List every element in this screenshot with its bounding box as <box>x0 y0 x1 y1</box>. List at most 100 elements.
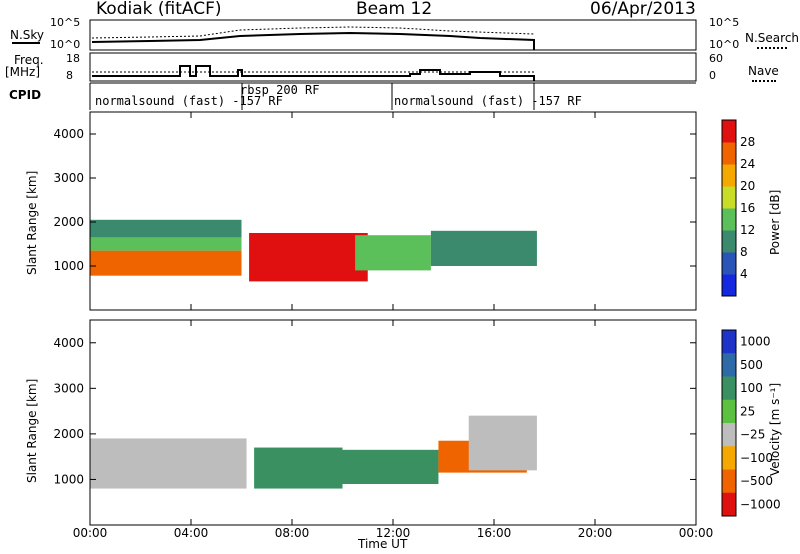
nave-tick-bottom: 0 <box>709 69 716 82</box>
nsearch-legend-line <box>757 47 787 49</box>
nave-tick-top: 60 <box>709 52 723 65</box>
velocity-colorbar-swatch-6 <box>722 469 736 494</box>
velocity-ytick-label-3: 4000 <box>53 336 84 350</box>
nsearch-label: N.Search <box>745 31 800 45</box>
time-axis: 00:00 04:00 08:00 12:00 16:00 20:00 00:00 <box>73 526 714 540</box>
velocity-colorbar-swatch-4 <box>722 423 736 447</box>
xtick-label-4: 16:00 <box>477 526 512 540</box>
xtick-label-6: 00:00 <box>679 526 714 540</box>
station-title: Kodiak (fitACF) <box>96 0 222 19</box>
velocity-colorbar-swatch-7 <box>722 492 736 517</box>
velocity-colorbar-tick-5: −100 <box>740 451 773 465</box>
power-colorbar-frame <box>721 119 737 297</box>
date-title: 06/Apr/2013 <box>590 0 696 19</box>
nsearch-tick-top: 10^5 <box>709 16 740 29</box>
nsky-tick-top: 10^5 <box>50 16 81 29</box>
velocity-ytick-label-2: 3000 <box>53 381 84 395</box>
power-colorbar-swatch-0 <box>722 274 736 297</box>
nsky-legend-line <box>12 42 40 44</box>
velocity-ytick-label-0: 1000 <box>53 472 84 486</box>
xtick-label-2: 08:00 <box>275 526 310 540</box>
power-colorbar-swatch-2 <box>722 230 736 253</box>
power-ytick-label-1: 2000 <box>53 215 84 229</box>
power-region-3 <box>249 233 368 282</box>
cpid-segment-1: normalsound (fast) -157 RF <box>95 94 283 108</box>
xtick-label-3: 12:00 <box>376 526 411 540</box>
power-region-5 <box>430 230 537 266</box>
power-colorbar-tick-1: 8 <box>740 245 748 259</box>
velocity-colorbar-tick-2: 100 <box>740 381 763 395</box>
nsky-label: N.Sky <box>10 28 45 42</box>
freq-trace <box>92 65 535 81</box>
power-colorbar-swatch-3 <box>722 208 736 231</box>
power-colorbar-tick-0: 4 <box>740 267 748 281</box>
nsky-panel-frame <box>89 19 697 51</box>
power-ytick-label-3: 4000 <box>53 127 84 141</box>
cpid-segment-2: rbsp 200 RF <box>240 83 320 97</box>
power-colorbar-swatch-1 <box>722 252 736 275</box>
power-frame <box>89 111 697 311</box>
velocity-colorbar-tick-6: −500 <box>740 474 773 488</box>
velocity-ytick-label-1: 2000 <box>53 427 84 441</box>
freq-panel-frame <box>89 52 697 82</box>
velocity-region-4 <box>468 415 537 471</box>
cpid-label: CPID <box>9 88 42 102</box>
nsearch-trace <box>91 26 535 39</box>
nsky-trace <box>91 31 535 50</box>
velocity-region-1 <box>254 447 343 489</box>
power-colorbar-label: Power [dB] <box>768 189 782 255</box>
power-colorbar-swatch-7 <box>722 120 736 143</box>
power-colorbar-tick-6: 28 <box>740 135 755 149</box>
power-ytick-label-0: 1000 <box>53 259 84 273</box>
colorbars: 4 8 12 16 20 24 28 1000 500 100 25 −25 −100 −500 −1000 <box>721 119 781 517</box>
freq-label-1: Freq. <box>14 53 44 67</box>
power-region-4 <box>355 235 431 271</box>
xtick-label-1: 04:00 <box>174 526 209 540</box>
velocity-region-2 <box>342 449 439 484</box>
power-region-1 <box>90 237 242 251</box>
velocity-colorbar-tick-0: 1000 <box>740 335 771 349</box>
power-colorbar-tick-3: 16 <box>740 201 755 215</box>
nave-label: Nave <box>748 64 779 78</box>
xtick-label-5: 20:00 <box>578 526 613 540</box>
velocity-frame <box>89 319 697 526</box>
xlabel: Time UT <box>358 537 408 551</box>
velocity-colorbar-tick-1: 500 <box>740 358 763 372</box>
velocity-colorbar-swatch-2 <box>722 376 736 401</box>
freq-label-2: [MHz] <box>5 65 41 79</box>
velocity-colorbar-swatch-3 <box>722 399 736 424</box>
power-ylabel: Slant Range [km] <box>25 170 39 275</box>
power-colorbar-tick-2: 12 <box>740 223 755 237</box>
power-region-2 <box>90 219 242 238</box>
xtick-label-0: 00:00 <box>73 526 108 540</box>
power-colorbar-swatch-5 <box>722 164 736 187</box>
velocity-colorbar-tick-4: −25 <box>740 428 765 442</box>
beam-title: Beam 12 <box>356 0 433 19</box>
power-colorbar-tick-4: 20 <box>740 179 755 193</box>
power-colorbar-swatch-6 <box>722 142 736 165</box>
nsearch-tick-bottom: 10^0 <box>709 38 740 51</box>
velocity-colorbar-tick-3: 25 <box>740 404 755 418</box>
nave-legend-line <box>752 80 776 82</box>
power-colorbar-tick-5: 24 <box>740 157 755 171</box>
velocity-colorbar-swatch-0 <box>722 330 736 354</box>
velocity-colorbar-swatch-1 <box>722 353 736 377</box>
freq-tick-top: 18 <box>66 52 80 65</box>
velocity-colorbar-frame <box>721 329 737 517</box>
velocity-colorbar-tick-7: −1000 <box>740 497 781 511</box>
power-colorbar-swatch-4 <box>722 186 736 209</box>
power-ytick-label-2: 3000 <box>53 171 84 185</box>
cpid-segment-3: normalsound (fast) -157 RF <box>394 94 582 108</box>
aux-panels <box>89 19 697 110</box>
freq-tick-bottom: 8 <box>66 69 73 82</box>
velocity-colorbar-label: Velocity [m s⁻¹] <box>768 382 782 476</box>
velocity-ylabel: Slant Range [km] <box>25 378 39 483</box>
power-panel: 1000 2000 3000 4000 <box>53 111 697 311</box>
nsky-tick-bottom: 10^0 <box>50 38 81 51</box>
velocity-panel: 1000 2000 3000 4000 <box>53 319 697 526</box>
velocity-colorbar-swatch-5 <box>722 446 736 470</box>
velocity-region-0 <box>90 438 247 489</box>
power-region-0 <box>90 250 242 276</box>
